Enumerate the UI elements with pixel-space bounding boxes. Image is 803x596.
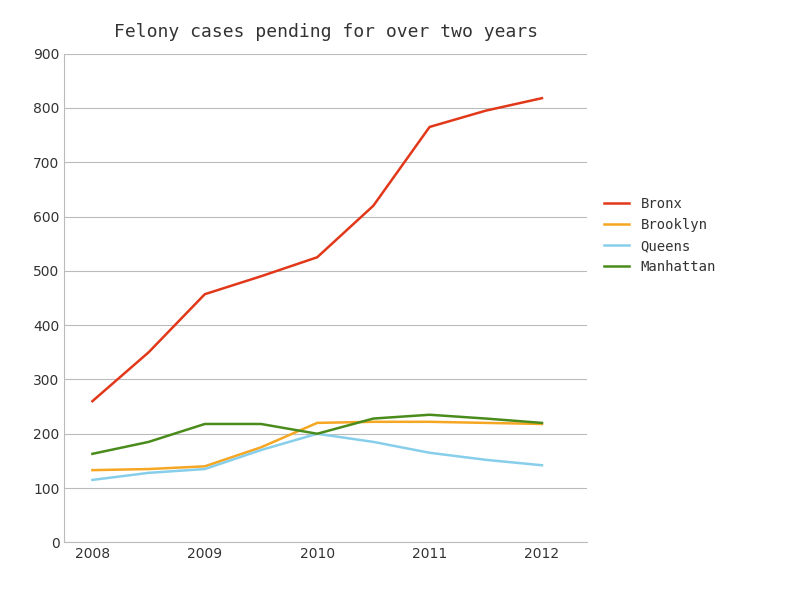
- Bronx: [200, 291, 210, 298]
- Brooklyn: [424, 418, 434, 426]
- Brooklyn: [200, 462, 210, 470]
- Bronx: [368, 202, 377, 209]
- Queens: [200, 465, 210, 473]
- Brooklyn: [312, 420, 322, 427]
- Bronx: [88, 398, 97, 405]
- Line: Manhattan: Manhattan: [92, 415, 541, 454]
- Manhattan: [424, 411, 434, 418]
- Brooklyn: [88, 467, 97, 474]
- Line: Queens: Queens: [92, 434, 541, 480]
- Bronx: [312, 254, 322, 261]
- Manhattan: [312, 430, 322, 437]
- Manhattan: [200, 420, 210, 427]
- Brooklyn: [480, 420, 490, 427]
- Brooklyn: [368, 418, 377, 426]
- Queens: [536, 462, 546, 469]
- Bronx: [256, 273, 266, 280]
- Manhattan: [480, 415, 490, 422]
- Queens: [424, 449, 434, 457]
- Queens: [368, 438, 377, 445]
- Queens: [144, 469, 153, 476]
- Line: Brooklyn: Brooklyn: [92, 422, 541, 470]
- Manhattan: [88, 450, 97, 457]
- Queens: [480, 457, 490, 464]
- Bronx: [144, 349, 153, 356]
- Manhattan: [256, 420, 266, 427]
- Queens: [256, 446, 266, 454]
- Manhattan: [536, 420, 546, 427]
- Bronx: [536, 95, 546, 102]
- Legend: Bronx, Brooklyn, Queens, Manhattan: Bronx, Brooklyn, Queens, Manhattan: [604, 197, 715, 274]
- Queens: [88, 476, 97, 483]
- Title: Felony cases pending for over two years: Felony cases pending for over two years: [113, 23, 537, 41]
- Bronx: [480, 107, 490, 114]
- Brooklyn: [536, 420, 546, 427]
- Bronx: [424, 123, 434, 131]
- Brooklyn: [256, 444, 266, 451]
- Queens: [312, 430, 322, 437]
- Brooklyn: [144, 465, 153, 473]
- Line: Bronx: Bronx: [92, 98, 541, 401]
- Manhattan: [368, 415, 377, 422]
- Manhattan: [144, 438, 153, 445]
